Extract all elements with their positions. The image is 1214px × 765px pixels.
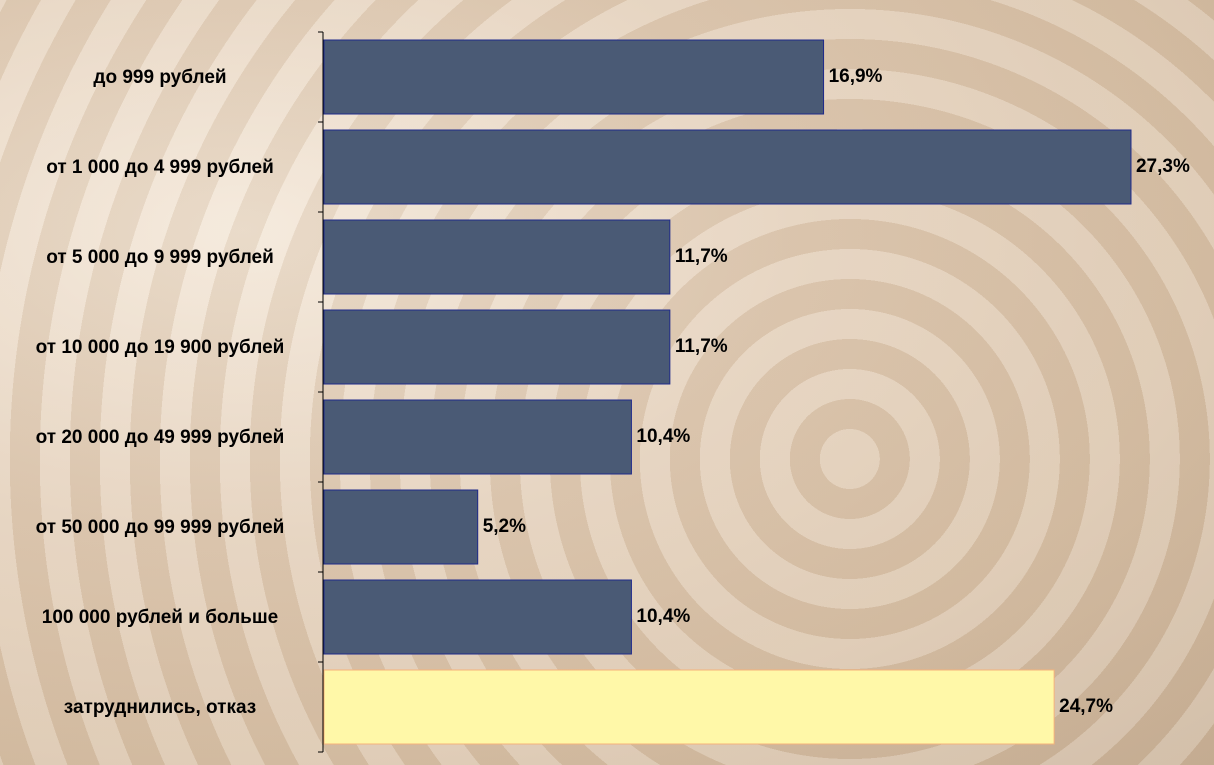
category-label: от 1 000 до 4 999 рублей	[10, 122, 310, 212]
bar	[324, 490, 478, 564]
value-label: 16,9%	[829, 66, 883, 87]
category-label: от 10 000 до 19 900 рублей	[10, 302, 310, 392]
bar	[324, 220, 670, 294]
value-label: 10,4%	[636, 426, 690, 447]
category-label: от 20 000 до 49 999 рублей	[10, 392, 310, 482]
bar	[324, 580, 631, 654]
bar	[324, 400, 631, 474]
category-label: 100 000 рублей и больше	[10, 572, 310, 662]
category-label: затруднились, отказ	[10, 662, 310, 752]
category-label: от 50 000 до 99 999 рублей	[10, 482, 310, 572]
category-label: до 999 рублей	[10, 32, 310, 122]
bar	[324, 310, 670, 384]
value-label: 11,7%	[675, 246, 728, 267]
value-label: 11,7%	[675, 336, 728, 357]
value-label: 10,4%	[636, 606, 690, 627]
chart: 16,9%27,3%11,7%11,7%10,4%5,2%10,4%24,7% …	[0, 0, 1214, 765]
bar	[324, 130, 1131, 204]
value-label: 5,2%	[483, 516, 526, 537]
value-label: 24,7%	[1059, 696, 1113, 717]
bar	[324, 670, 1054, 744]
category-label: от 5 000 до 9 999 рублей	[10, 212, 310, 302]
bar	[324, 40, 824, 114]
value-label: 27,3%	[1136, 156, 1190, 177]
